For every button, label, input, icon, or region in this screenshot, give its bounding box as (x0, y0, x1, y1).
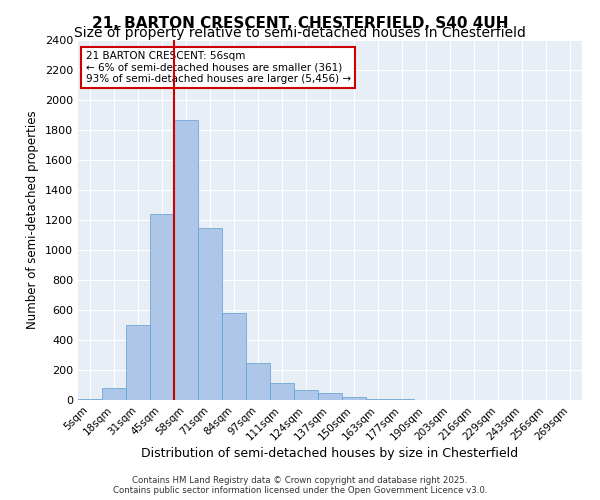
Bar (342, 397, 366, 400)
Bar (222, 313, 246, 400)
Text: Size of property relative to semi-detached houses in Chesterfield: Size of property relative to semi-detach… (74, 26, 526, 40)
X-axis label: Distribution of semi-detached houses by size in Chesterfield: Distribution of semi-detached houses by … (142, 448, 518, 460)
Text: 21 BARTON CRESCENT: 56sqm
← 6% of semi-detached houses are smaller (361)
93% of : 21 BARTON CRESCENT: 56sqm ← 6% of semi-d… (86, 51, 350, 84)
Bar (150, 214, 174, 400)
Y-axis label: Number of semi-detached properties: Number of semi-detached properties (26, 110, 40, 330)
Bar (174, 120, 198, 400)
Bar (198, 228, 222, 400)
Text: Contains HM Land Registry data © Crown copyright and database right 2025.
Contai: Contains HM Land Registry data © Crown c… (113, 476, 487, 495)
Bar (366, 399, 390, 400)
Bar (294, 390, 318, 400)
Bar (318, 393, 342, 400)
Bar (270, 383, 294, 400)
Bar (246, 363, 270, 400)
Text: 21, BARTON CRESCENT, CHESTERFIELD, S40 4UH: 21, BARTON CRESCENT, CHESTERFIELD, S40 4… (92, 16, 508, 31)
Bar (78, 399, 102, 400)
Bar (126, 325, 150, 400)
Bar (390, 399, 414, 400)
Bar (102, 388, 126, 400)
